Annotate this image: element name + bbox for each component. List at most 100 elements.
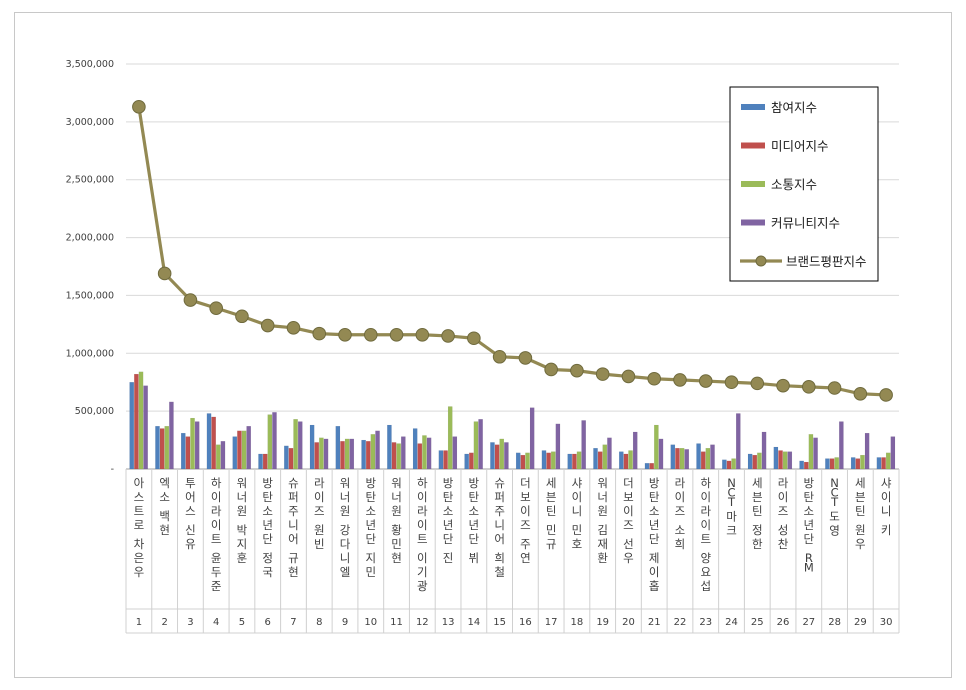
bar bbox=[649, 463, 654, 470]
x-tick-label: 30 bbox=[880, 617, 893, 628]
x-tick-label: 16 bbox=[519, 617, 532, 628]
x-tick-label: 23 bbox=[699, 617, 712, 628]
bar bbox=[731, 458, 736, 470]
x-tick-label: 1 bbox=[136, 617, 142, 628]
bar bbox=[529, 407, 535, 470]
y-tick-label: - bbox=[111, 464, 114, 475]
bar bbox=[607, 437, 612, 470]
bar bbox=[473, 421, 479, 470]
x-tick-label: 4 bbox=[213, 617, 219, 628]
bar bbox=[679, 448, 685, 470]
x-tick-label: 26 bbox=[777, 617, 790, 628]
point bbox=[621, 369, 636, 384]
bar bbox=[567, 453, 573, 470]
bar bbox=[262, 453, 268, 470]
bar bbox=[773, 446, 779, 470]
bar bbox=[155, 426, 160, 470]
bar bbox=[344, 438, 350, 470]
bar bbox=[422, 435, 427, 470]
bar bbox=[710, 444, 715, 470]
x-tick-label: 12 bbox=[416, 617, 429, 628]
point bbox=[363, 327, 378, 342]
bar bbox=[700, 451, 706, 470]
y-tick-label: 1,500,000 bbox=[66, 290, 114, 301]
bar bbox=[515, 452, 521, 470]
x-tick-label: 27 bbox=[802, 617, 815, 628]
point bbox=[235, 309, 249, 324]
legend-label: 커뮤니티지수 bbox=[771, 216, 840, 231]
legend-swatch bbox=[741, 219, 765, 226]
bar bbox=[520, 454, 526, 470]
bar bbox=[293, 419, 298, 470]
bar bbox=[194, 421, 200, 470]
bar bbox=[597, 451, 603, 470]
bar bbox=[619, 451, 624, 470]
point bbox=[209, 301, 223, 315]
bar bbox=[825, 458, 830, 470]
point bbox=[260, 318, 275, 333]
bar bbox=[370, 434, 376, 470]
legend-swatch bbox=[741, 104, 765, 110]
point bbox=[750, 376, 765, 391]
point bbox=[312, 326, 327, 341]
y-tick-label: 2,000,000 bbox=[66, 233, 114, 244]
x-tick-label: 11 bbox=[390, 617, 403, 628]
bar bbox=[401, 436, 406, 470]
point bbox=[879, 388, 893, 402]
bar bbox=[241, 430, 247, 470]
bar bbox=[387, 424, 392, 470]
bar bbox=[185, 436, 191, 470]
point bbox=[698, 374, 713, 388]
bar bbox=[658, 438, 664, 470]
bar bbox=[246, 426, 251, 470]
x-tick-label: 20 bbox=[622, 617, 635, 628]
point bbox=[286, 321, 301, 335]
bar bbox=[782, 451, 788, 470]
bar bbox=[757, 452, 762, 470]
bar bbox=[335, 426, 341, 470]
x-tick-label: 8 bbox=[316, 617, 322, 628]
x-tick-label: 29 bbox=[854, 617, 867, 628]
y-tick-label: 1,000,000 bbox=[66, 348, 114, 359]
x-tick-label: 14 bbox=[467, 617, 480, 628]
bar bbox=[839, 421, 844, 470]
bar bbox=[159, 428, 165, 470]
bar bbox=[323, 438, 329, 470]
x-tick-label: 7 bbox=[290, 617, 296, 628]
legend-swatch bbox=[755, 255, 767, 267]
bar bbox=[623, 453, 629, 470]
bar bbox=[876, 457, 882, 470]
bar bbox=[314, 442, 319, 470]
bar bbox=[890, 436, 896, 470]
bar bbox=[705, 448, 711, 470]
bar bbox=[546, 452, 551, 470]
bar bbox=[752, 454, 758, 470]
x-tick-label: 25 bbox=[751, 617, 764, 628]
x-tick-label: 18 bbox=[571, 617, 584, 628]
bar bbox=[670, 444, 676, 470]
point bbox=[492, 349, 507, 364]
legend-label: 브랜드평판지수 bbox=[786, 254, 867, 269]
point bbox=[673, 373, 687, 387]
bar bbox=[628, 450, 633, 470]
y-tick-label: 500,000 bbox=[75, 406, 114, 417]
point bbox=[518, 351, 533, 365]
bar bbox=[722, 459, 727, 470]
bar bbox=[654, 424, 659, 470]
bar bbox=[180, 432, 186, 470]
